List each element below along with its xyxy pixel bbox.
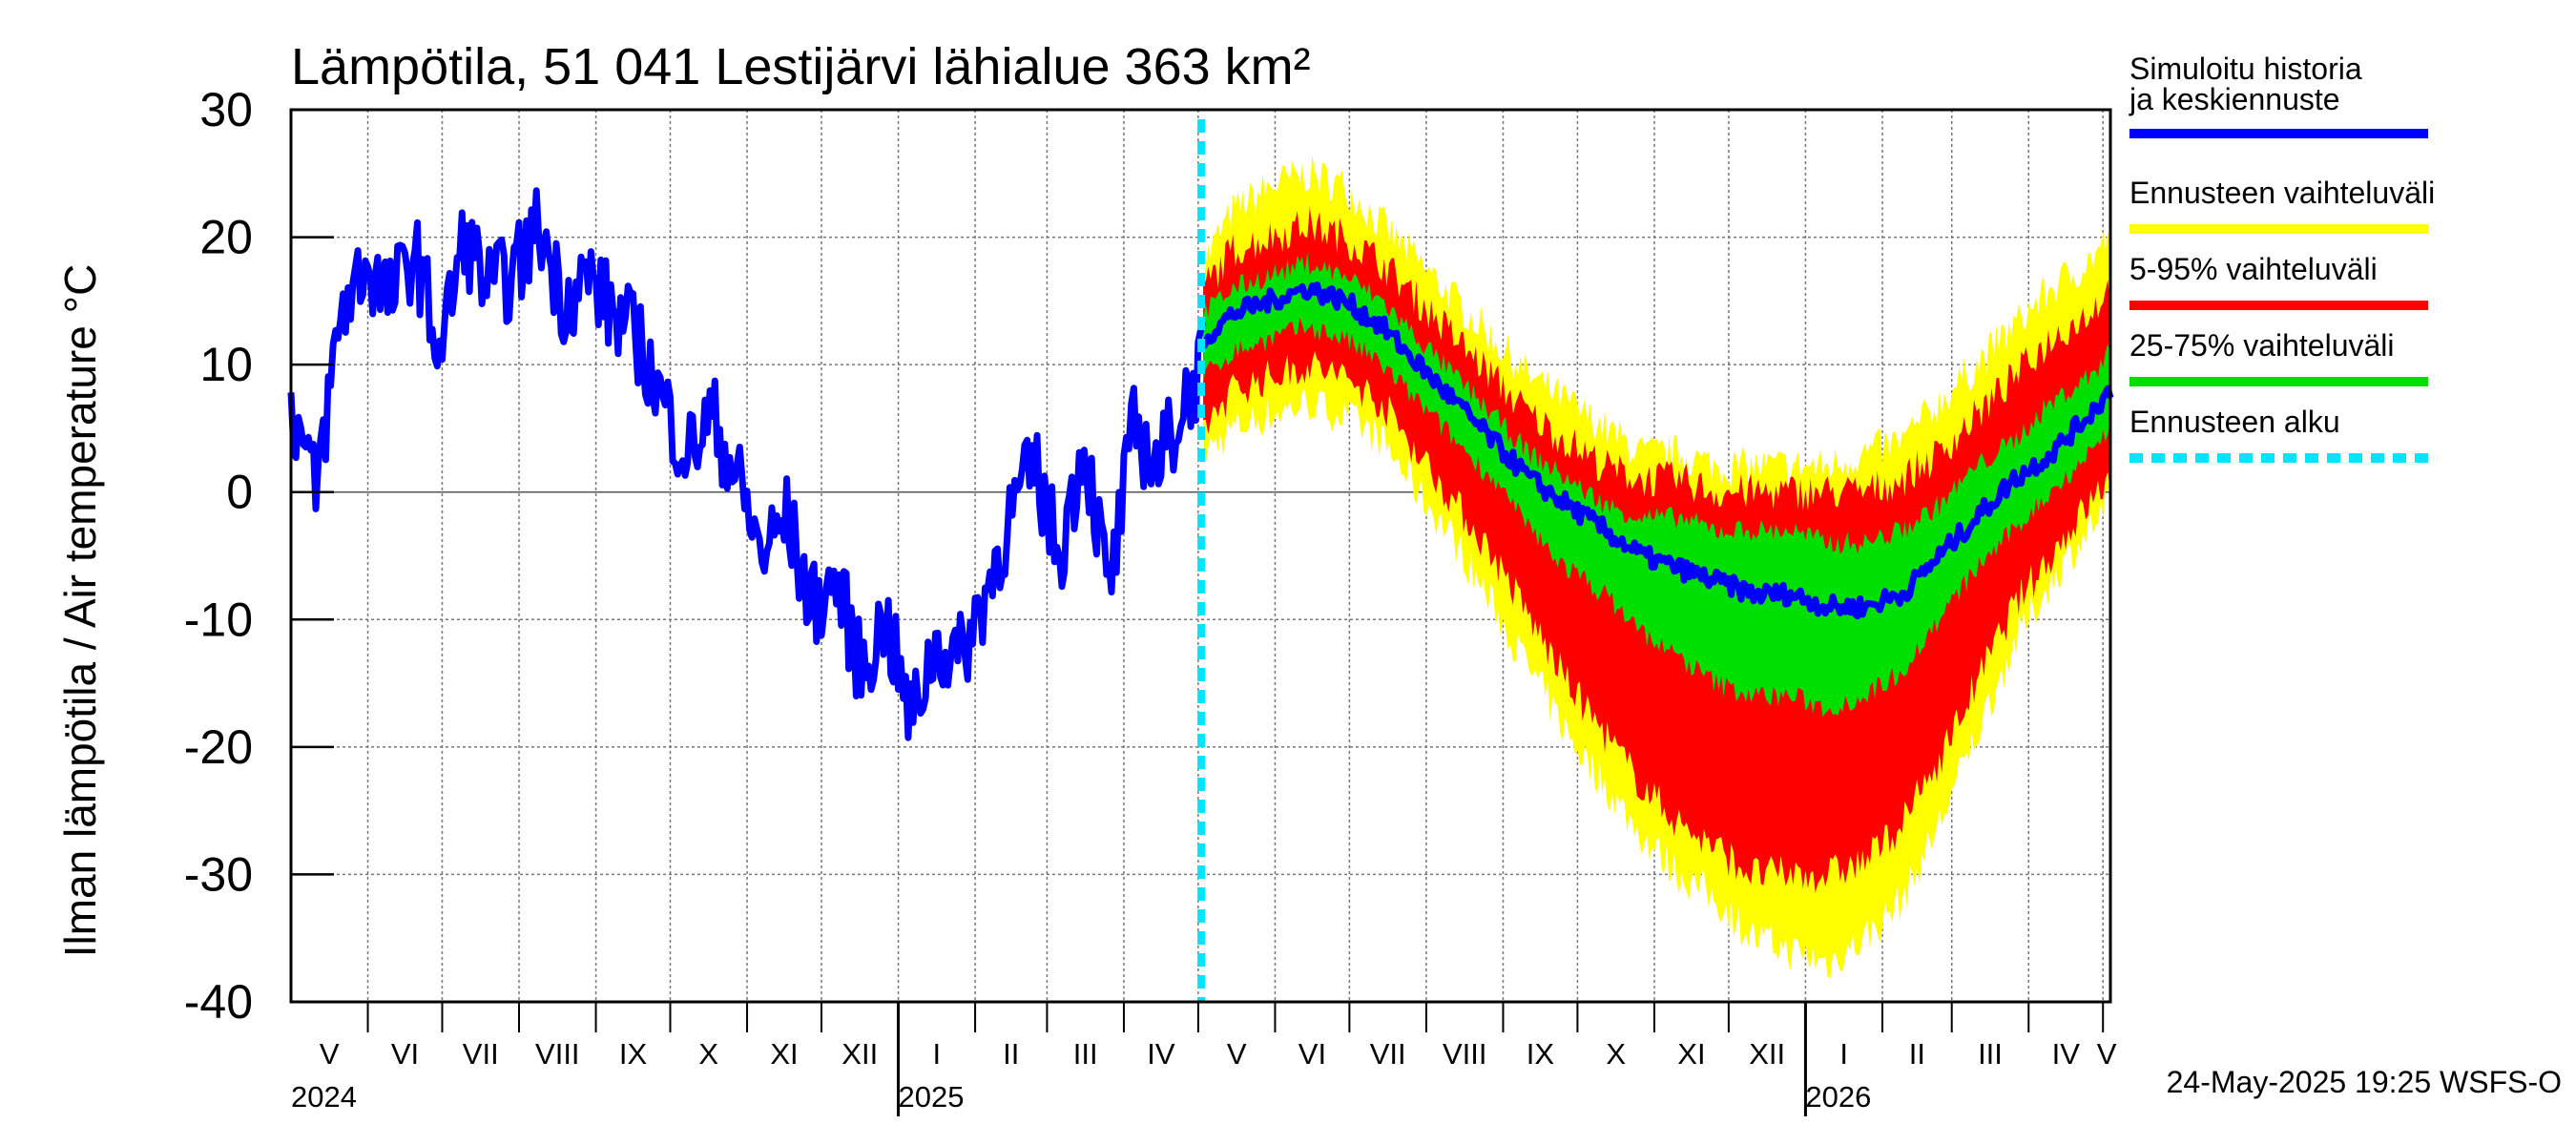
month-label: IX — [619, 1037, 648, 1071]
month-label: VI — [391, 1037, 419, 1071]
month-label: V — [2097, 1037, 2117, 1071]
month-label: IX — [1527, 1037, 1555, 1071]
month-label: VIII — [1443, 1037, 1487, 1071]
month-label: II — [1909, 1037, 1925, 1071]
legend-label: 5-95% vaihteluväli — [2129, 252, 2378, 286]
y-tick-label: 0 — [226, 466, 253, 519]
y-tick-label: 10 — [199, 338, 253, 391]
month-label: I — [1839, 1037, 1848, 1071]
year-label: 2026 — [1805, 1080, 1871, 1114]
y-tick-label: -30 — [184, 847, 253, 901]
y-tick-label: -10 — [184, 593, 253, 646]
month-label: III — [1073, 1037, 1098, 1071]
y-tick-label: -20 — [184, 720, 253, 774]
month-label: XI — [1677, 1037, 1705, 1071]
legend-label: Ennusteen alku — [2129, 405, 2340, 439]
month-label: V — [1227, 1037, 1247, 1071]
legend: Simuloitu historia ja keskiennuste Ennuste… — [2129, 52, 2435, 463]
month-label: IV — [2052, 1037, 2081, 1071]
month-label: X — [1606, 1037, 1626, 1071]
timestamp-footer: 24-May-2025 19:25 WSFS-O — [2167, 1065, 2562, 1099]
month-label: VI — [1298, 1037, 1326, 1071]
month-label: VII — [1370, 1037, 1406, 1071]
y-tick-label: 20 — [199, 211, 253, 264]
month-label: XII — [841, 1037, 878, 1071]
month-label: VII — [463, 1037, 499, 1071]
series-lines — [287, 119, 2114, 1002]
month-label: XI — [770, 1037, 798, 1071]
month-label: X — [698, 1037, 718, 1071]
month-label: IV — [1147, 1037, 1175, 1071]
year-label: 2025 — [899, 1080, 965, 1114]
plot-border — [289, 108, 2112, 1004]
y-tick-label: 30 — [199, 83, 253, 136]
month-label: V — [320, 1037, 340, 1071]
month-label: I — [932, 1037, 941, 1071]
forecast-median-line — [1200, 281, 2114, 620]
month-label: II — [1003, 1037, 1019, 1071]
month-label: III — [1978, 1037, 2003, 1071]
y-axis-label: Ilman lämpötila / Air temperature °C — [55, 264, 105, 958]
history-line — [287, 187, 1207, 741]
y-tick-label: -40 — [184, 975, 253, 1029]
legend-label: 25-75% vaihteluväli — [2129, 328, 2395, 363]
month-label: VIII — [535, 1037, 580, 1071]
legend-label: Simuloitu historia ja keskiennuste — [2129, 52, 2362, 116]
chart-title: Lämpötila, 51 041 Lestijärvi lähialue 36… — [291, 38, 1311, 95]
legend-label: Ennusteen vaihteluväli — [2129, 176, 2435, 210]
year-label: 2024 — [291, 1080, 357, 1114]
month-label: XII — [1749, 1037, 1785, 1071]
